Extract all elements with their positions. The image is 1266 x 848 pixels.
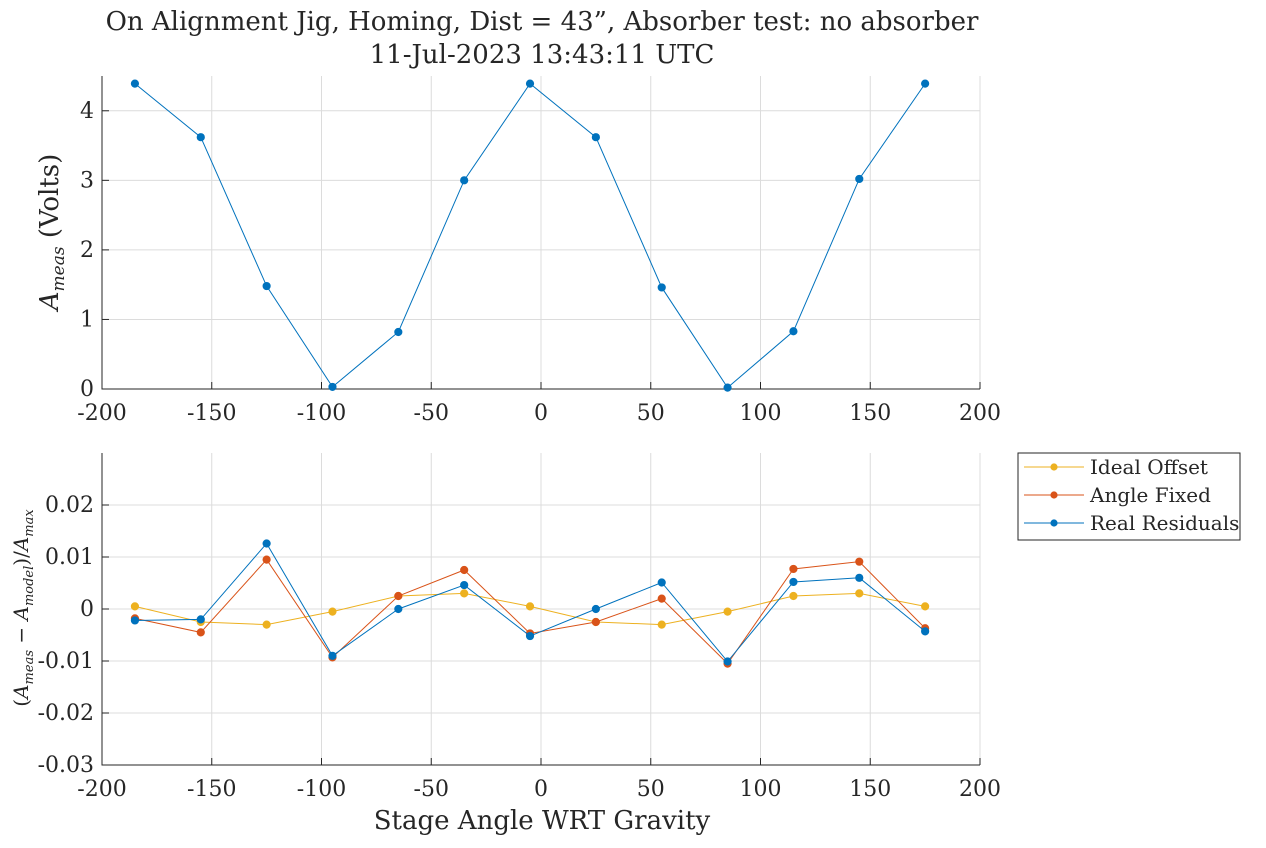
bottom-ytick-label-3: 0 [80, 597, 94, 622]
top-xtick-label-0: -200 [77, 401, 126, 426]
bottom-panel-ylabel: (Ameas − Amodel)/Amax [9, 509, 37, 707]
legend-marker-angle-fixed [1050, 491, 1058, 499]
bottom-point-ideal-offset-6 [525, 602, 535, 611]
top-line-series [134, 82, 926, 389]
bottom-point-ideal-offset-5 [460, 589, 469, 598]
bottom-point-real-residuals-2 [262, 539, 271, 548]
bottom-point-ideal-offset-11 [855, 589, 864, 598]
top-point-series-8 [657, 283, 666, 292]
bottom-xtick-label-3: -50 [414, 777, 449, 802]
top-xtick-label-7: 150 [849, 401, 891, 426]
bottom-point-angle-fixed-11 [855, 557, 864, 566]
bottom-point-real-residuals-11 [855, 573, 864, 582]
bottom-xtick-label-8: 200 [959, 777, 1001, 802]
top-point-series-5 [460, 176, 469, 185]
top-point-series-10 [789, 327, 798, 336]
top-point-series-1 [196, 133, 205, 142]
bottom-xtick-label-4: 0 [534, 777, 548, 802]
bottom-point-angle-fixed-10 [789, 564, 798, 574]
top-point-series-7 [591, 133, 600, 142]
top-point-series-11 [855, 174, 864, 184]
bottom-ytick-label-4: 0.01 [45, 545, 94, 570]
bottom-point-real-residuals-0 [130, 616, 140, 625]
bottom-point-angle-fixed-1 [196, 628, 205, 637]
top-xtick-label-2: -100 [297, 401, 346, 426]
top-panel-ylabel: Ameas (Volts) [35, 154, 69, 313]
bottom-point-ideal-offset-8 [657, 620, 666, 629]
bottom-ytick-label-1: -0.02 [38, 701, 94, 726]
bottom-point-ideal-offset-2 [262, 620, 271, 629]
top-point-series-3 [328, 382, 337, 392]
top-point-series-2 [262, 281, 271, 291]
legend[interactable]: Ideal Offset Angle Fixed Real Residuals [1017, 452, 1241, 541]
bottom-xtick-label-5: 50 [637, 777, 665, 802]
bottom-xtick-label-2: -100 [297, 777, 346, 802]
bottom-point-ideal-offset-12 [921, 602, 930, 611]
bottom-line-angle-fixed [134, 558, 926, 665]
bottom-panel-xlabel: Stage Angle WRT Gravity [374, 806, 711, 836]
legend-marker-ideal-offset [1050, 463, 1058, 471]
bottom-point-ideal-offset-10 [789, 591, 798, 601]
bottom-xtick-label-7: 150 [849, 777, 891, 802]
chart-title-line2: 11-Jul-2023 13:43:11 UTC [370, 40, 715, 70]
chart-title-line1: On Alignment Jig, Homing, Dist = 43”, Ab… [106, 7, 979, 37]
bottom-point-real-residuals-10 [789, 577, 798, 587]
bottom-point-angle-fixed-5 [460, 565, 469, 575]
legend-marker-real-residuals [1050, 519, 1058, 527]
legend-label-ideal-offset: Ideal Offset [1090, 455, 1208, 479]
bottom-xtick-label-1: -150 [187, 777, 236, 802]
legend-label-real-residuals: Real Residuals [1090, 511, 1239, 535]
top-xtick-label-4: 0 [534, 401, 548, 426]
bottom-point-angle-fixed-2 [262, 555, 271, 564]
bottom-point-real-residuals-4 [394, 604, 403, 614]
bottom-ytick-label-5: 0.02 [45, 493, 94, 518]
top-xtick-label-3: -50 [414, 401, 449, 426]
bottom-point-real-residuals-8 [657, 578, 666, 587]
bottom-panel-residuals: -200 -150 -100 -50 0 50 100 150 200 -0.03 -0.02 -0.… [38, 453, 1001, 802]
top-xtick-label-8: 200 [959, 401, 1001, 426]
top-xtick-label-5: 50 [637, 401, 665, 426]
bottom-point-real-residuals-3 [328, 651, 337, 660]
bottom-point-real-residuals-1 [196, 615, 205, 624]
top-point-series-6 [525, 79, 535, 88]
bottom-point-real-residuals-12 [921, 627, 930, 636]
bottom-point-ideal-offset-3 [328, 607, 337, 616]
bottom-ytick-label-2: -0.01 [38, 649, 94, 674]
top-point-series-0 [130, 79, 140, 88]
bottom-ytick-label-0: -0.03 [38, 753, 94, 778]
top-ytick-label-1: 1 [80, 307, 94, 332]
top-ytick-label-4: 4 [80, 99, 94, 124]
bottom-point-real-residuals-7 [591, 604, 600, 614]
top-ytick-label-3: 3 [80, 168, 94, 193]
top-xtick-label-1: -150 [187, 401, 236, 426]
bottom-point-ideal-offset-0 [130, 602, 140, 611]
bottom-xtick-label-0: -200 [77, 777, 126, 802]
bottom-point-angle-fixed-7 [591, 617, 600, 627]
bottom-point-angle-fixed-8 [657, 594, 666, 603]
bottom-xtick-label-6: 100 [740, 777, 782, 802]
bottom-point-real-residuals-5 [460, 580, 469, 590]
bottom-point-real-residuals-9 [723, 657, 732, 666]
top-panel-volts: -200 -150 -100 -50 0 50 100 150 200 0 1 2 3 4 [77, 76, 1001, 426]
top-ytick-label-0: 0 [80, 377, 94, 402]
top-xtick-label-6: 100 [740, 401, 782, 426]
bottom-point-angle-fixed-4 [394, 591, 403, 601]
top-ytick-label-2: 2 [80, 238, 94, 263]
bottom-point-real-residuals-6 [525, 631, 535, 641]
top-point-series-12 [921, 79, 930, 88]
bottom-point-ideal-offset-9 [723, 607, 732, 616]
legend-label-angle-fixed: Angle Fixed [1089, 483, 1211, 507]
top-point-series-9 [723, 383, 732, 392]
top-point-series-4 [394, 327, 403, 337]
